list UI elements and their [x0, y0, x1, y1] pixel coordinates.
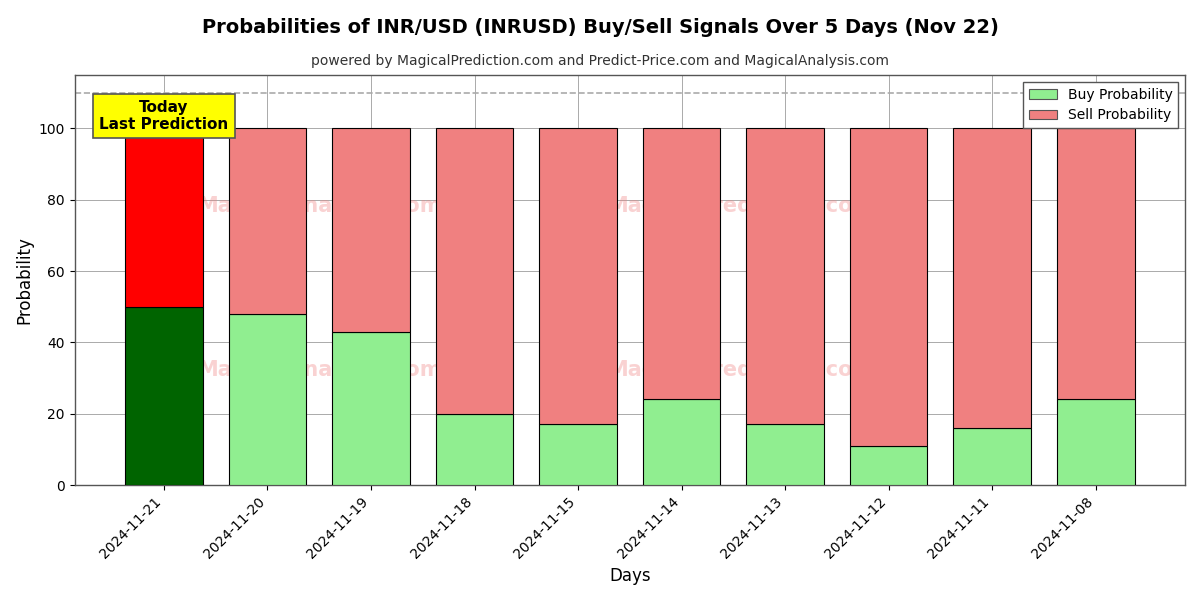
Bar	[953, 428, 1031, 485]
Bar	[332, 332, 410, 485]
Bar	[539, 128, 617, 424]
Bar	[850, 446, 928, 485]
Bar	[1057, 128, 1134, 400]
Legend: Buy Probability, Sell Probability: Buy Probability, Sell Probability	[1024, 82, 1178, 128]
Bar	[643, 128, 720, 400]
Bar	[436, 414, 514, 485]
Bar	[953, 128, 1031, 428]
Bar	[125, 128, 203, 307]
Text: MagicalPrediction.com: MagicalPrediction.com	[607, 360, 875, 380]
Bar	[746, 424, 824, 485]
Bar	[125, 307, 203, 485]
Text: MagicalAnalysis.com: MagicalAnalysis.com	[197, 196, 442, 216]
Bar	[1057, 400, 1134, 485]
X-axis label: Days: Days	[610, 567, 650, 585]
Y-axis label: Probability: Probability	[16, 236, 34, 324]
Bar	[229, 128, 306, 314]
Bar	[746, 128, 824, 424]
Text: MagicalPrediction.com: MagicalPrediction.com	[607, 196, 875, 216]
Bar	[643, 400, 720, 485]
Bar	[850, 128, 928, 446]
Text: MagicalAnalysis.com: MagicalAnalysis.com	[197, 360, 442, 380]
Bar	[229, 314, 306, 485]
Bar	[436, 128, 514, 414]
Text: Today
Last Prediction: Today Last Prediction	[100, 100, 228, 133]
Text: powered by MagicalPrediction.com and Predict-Price.com and MagicalAnalysis.com: powered by MagicalPrediction.com and Pre…	[311, 54, 889, 68]
Bar	[539, 424, 617, 485]
Text: Probabilities of INR/USD (INRUSD) Buy/Sell Signals Over 5 Days (Nov 22): Probabilities of INR/USD (INRUSD) Buy/Se…	[202, 18, 998, 37]
Bar	[332, 128, 410, 332]
